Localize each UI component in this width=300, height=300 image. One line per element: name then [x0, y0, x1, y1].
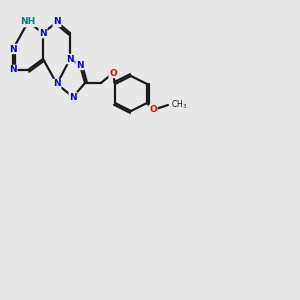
Text: N: N	[66, 55, 74, 64]
Text: O: O	[149, 106, 157, 115]
Text: CH$_3$: CH$_3$	[171, 99, 187, 111]
Text: N: N	[9, 65, 17, 74]
Text: O: O	[109, 68, 117, 77]
Text: N: N	[39, 28, 47, 38]
Text: NH: NH	[20, 17, 36, 26]
Text: N: N	[76, 61, 84, 70]
Text: N: N	[53, 17, 61, 26]
Text: N: N	[53, 80, 61, 88]
Text: N: N	[9, 44, 17, 53]
Text: N: N	[69, 92, 77, 101]
